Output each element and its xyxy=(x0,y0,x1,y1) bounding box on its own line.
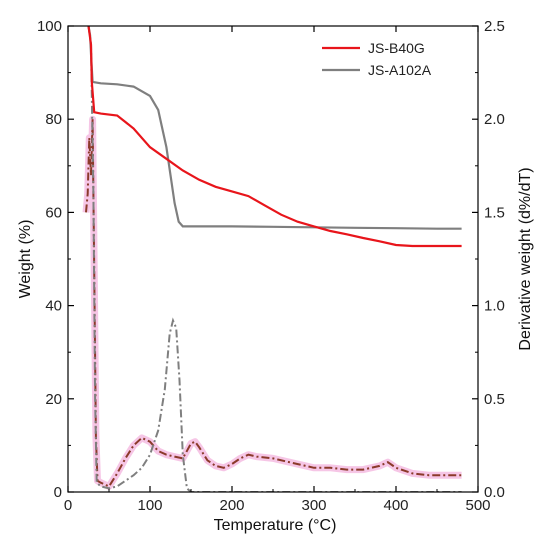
x-tick-label: 200 xyxy=(219,497,244,514)
y-tick-label: 60 xyxy=(45,204,62,221)
y-axis-label: Weight (%) xyxy=(17,220,34,299)
derivative-curve-js-b40g xyxy=(85,119,462,488)
x-tick-label: 100 xyxy=(137,497,162,514)
x-tick-label: 300 xyxy=(301,497,326,514)
plot-frame xyxy=(67,25,479,493)
y2-tick-label: 2.5 xyxy=(484,18,505,35)
y-tick-label: 0 xyxy=(54,484,62,501)
y-tick-label: 20 xyxy=(45,391,62,408)
ticks-layer: 0 100 200 300 400 500 0 20 40 60 80 100 0.0 0.5 1.0 1.5… xyxy=(37,18,505,514)
y2-tick-label: 2.0 xyxy=(484,111,505,128)
x-tick-label: 500 xyxy=(465,497,490,514)
axes-layer xyxy=(67,25,479,493)
y-tick-label: 100 xyxy=(37,18,62,35)
y2-axis-label: Derivative weight (d%/dT) xyxy=(517,167,534,350)
derivative-curve-js-a102a xyxy=(87,26,462,492)
y-tick-label: 80 xyxy=(45,111,62,128)
y2-tick-label: 0.0 xyxy=(484,484,505,501)
x-axis-label: Temperature (°C) xyxy=(214,517,337,534)
y2-tick-label: 1.5 xyxy=(484,204,505,221)
legend-label-js-a102a: JS-A102A xyxy=(368,62,432,78)
weight-curve-js-a102a xyxy=(87,26,462,230)
y2-tick-label: 1.0 xyxy=(484,298,505,315)
series-layer xyxy=(82,26,462,492)
x-tick-label: 400 xyxy=(383,497,408,514)
y2-tick-label: 0.5 xyxy=(484,391,505,408)
legend-label-js-b40g: JS-B40G xyxy=(368,40,425,56)
y-tick-label: 40 xyxy=(45,298,62,315)
weight-curve-js-b40g xyxy=(87,26,462,248)
x-tick-label: 0 xyxy=(64,497,72,514)
legend: JS-B40G JS-A102A xyxy=(322,40,432,78)
derivative-curve-halo xyxy=(82,115,462,490)
